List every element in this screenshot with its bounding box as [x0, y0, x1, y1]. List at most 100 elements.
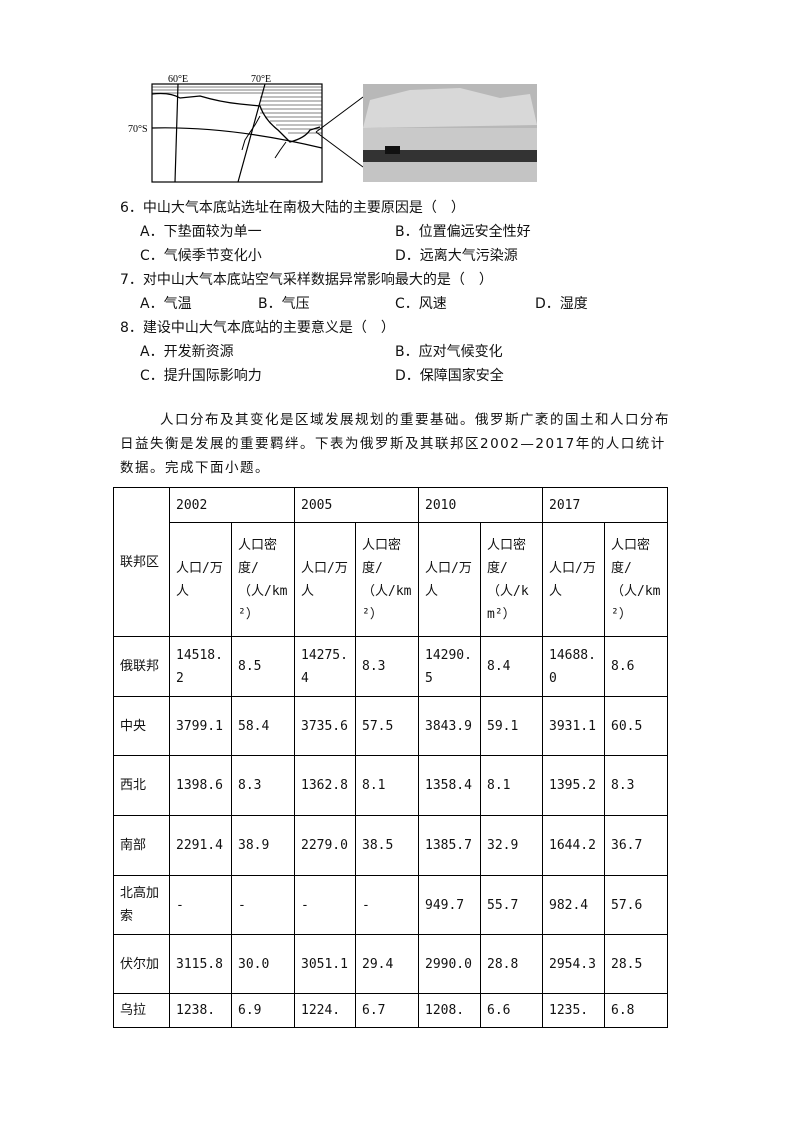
population-cell: 2291.4 [169, 815, 232, 876]
population-table: 联邦区 2002 2005 2010 2017 人口/万人 人口密度/（人/km²… [113, 487, 668, 1028]
population-subheader: 人口/万人 [169, 522, 232, 637]
density-cell: 36.7 [604, 815, 668, 876]
station-photo [363, 84, 537, 182]
q8-option-c: C．提升国际影响力 [140, 368, 262, 384]
population-cell: 1395.2 [542, 755, 605, 816]
density-cell: - [355, 875, 419, 935]
q6-option-d: D．远离大气污染源 [395, 248, 518, 264]
region-cell: 西北 [113, 755, 170, 816]
table-row: 中央 3799.1 58.4 3735.6 57.5 3843.9 59.1 3931.1 60… [113, 696, 668, 756]
density-cell: 58.4 [231, 696, 295, 756]
density-subheader: 人口密度/（人/km²） [604, 522, 668, 637]
year-header: 2002 [169, 487, 295, 523]
density-cell: 6.9 [231, 993, 295, 1028]
population-cell: 1362.8 [294, 755, 356, 816]
population-cell: 1235. [542, 993, 605, 1028]
population-cell: 2279.0 [294, 815, 356, 876]
density-cell: 30.0 [231, 934, 295, 994]
density-cell: 28.5 [604, 934, 668, 994]
q6-option-a: A．下垫面较为单一 [140, 224, 262, 240]
population-cell: 14688.0 [542, 636, 605, 697]
density-cell: 8.1 [480, 755, 543, 816]
reading-passage: 人口分布及其变化是区域发展规划的重要基础。俄罗斯广袤的国土和人口分布日益失衡是发… [120, 412, 670, 476]
table-row: 北高加索 - - - -949.7 55.7 982.4 57.6 [113, 875, 668, 935]
region-cell: 北高加索 [113, 875, 170, 935]
lat-70-label: 70°S [128, 124, 148, 135]
density-cell: 57.6 [604, 875, 668, 935]
density-cell: 38.5 [355, 815, 419, 876]
table-row: 乌拉 1238. 6.9 1224. 6.7 1208. 6.6 1235. 6.8 [113, 993, 668, 1028]
density-cell: 59.1 [480, 696, 543, 756]
density-cell: 8.5 [231, 636, 295, 697]
population-cell: 14290.5 [418, 636, 481, 697]
density-cell: - [231, 875, 295, 935]
population-cell: 3931.1 [542, 696, 605, 756]
density-cell: 32.9 [480, 815, 543, 876]
q7-option-c: C．风速 [395, 296, 447, 312]
density-cell: 8.3 [355, 636, 419, 697]
q6-option-b: B．位置偏远安全性好 [395, 224, 531, 240]
density-subheader: 人口密度/（人/km²） [480, 522, 543, 637]
table-row: 南部 2291.4 38.9 2279.0 38.5 1385.7 32.9 1644.2 36… [113, 815, 668, 876]
year-header: 2005 [294, 487, 419, 523]
population-cell: 14518.2 [169, 636, 232, 697]
population-subheader: 人口/万人 [418, 522, 481, 637]
q6-option-c: C．气候季节变化小 [140, 248, 262, 264]
population-cell: 3735.6 [294, 696, 356, 756]
population-cell: 1224. [294, 993, 356, 1028]
population-cell: 3843.9 [418, 696, 481, 756]
density-cell: 38.9 [231, 815, 295, 876]
population-cell: 1644.2 [542, 815, 605, 876]
density-cell: 8.1 [355, 755, 419, 816]
q8-option-b: B．应对气候变化 [395, 344, 503, 360]
density-cell: 8.3 [231, 755, 295, 816]
table-row: 伏尔加 3115.8 30.0 3051.1 29.4 2990.0 28.8 2954.3 2… [113, 934, 668, 994]
density-cell: 8.6 [604, 636, 668, 697]
population-cell: 3051.1 [294, 934, 356, 994]
population-cell: 1398.6 [169, 755, 232, 816]
year-header: 2010 [418, 487, 543, 523]
question-7-stem: 7．对中山大气本底站空气采样数据异常影响最大的是（ ） [120, 272, 493, 288]
population-cell: 2990.0 [418, 934, 481, 994]
density-cell: 57.5 [355, 696, 419, 756]
q8-option-d: D．保障国家安全 [395, 368, 504, 384]
population-cell: 14275.4 [294, 636, 356, 697]
density-cell: 6.6 [480, 993, 543, 1028]
population-cell: 3115.8 [169, 934, 232, 994]
population-cell: 1358.4 [418, 755, 481, 816]
q7-option-a: A．气温 [140, 296, 192, 312]
density-cell: 8.4 [480, 636, 543, 697]
population-subheader: 人口/万人 [542, 522, 605, 637]
region-cell: 南部 [113, 815, 170, 876]
population-cell: 1385.7 [418, 815, 481, 876]
q7-option-b: B．气压 [258, 296, 310, 312]
population-cell: 949.7 [418, 875, 481, 935]
year-header: 2017 [542, 487, 668, 523]
density-subheader: 人口密度/（人/km²） [355, 522, 419, 637]
population-cell: 3799.1 [169, 696, 232, 756]
lon-70-label: 70°E [251, 74, 271, 85]
region-cell: 中央 [113, 696, 170, 756]
question-8-stem: 8．建设中山大气本底站的主要意义是（ ） [120, 320, 395, 336]
population-cell: 982.4 [542, 875, 605, 935]
density-subheader: 人口密度/（人/km²） [231, 522, 295, 637]
population-cell: - [169, 875, 232, 935]
lon-60-label: 60°E [168, 74, 188, 85]
sea-hatching [152, 86, 322, 134]
table-row: 俄联邦 14518.2 8.5 14275.4 8.3 14290.5 8.4 14688.0… [113, 636, 668, 697]
density-cell: 8.3 [604, 755, 668, 816]
density-cell: 28.8 [480, 934, 543, 994]
region-cell: 俄联邦 [113, 636, 170, 697]
region-cell: 伏尔加 [113, 934, 170, 994]
population-subheader: 人口/万人 [294, 522, 356, 637]
density-cell: 6.7 [355, 993, 419, 1028]
density-cell: 60.5 [604, 696, 668, 756]
population-cell: 2954.3 [542, 934, 605, 994]
antarctic-map: 60°E 70°E 70°S [128, 74, 537, 183]
q7-option-d: D．湿度 [535, 296, 588, 312]
density-cell: 6.8 [604, 993, 668, 1028]
density-cell: 55.7 [480, 875, 543, 935]
q8-option-a: A．开发新资源 [140, 344, 234, 360]
table-row: 西北 1398.6 8.3 1362.8 8.1 1358.4 8.1 1395.2 8.3 [113, 755, 668, 816]
